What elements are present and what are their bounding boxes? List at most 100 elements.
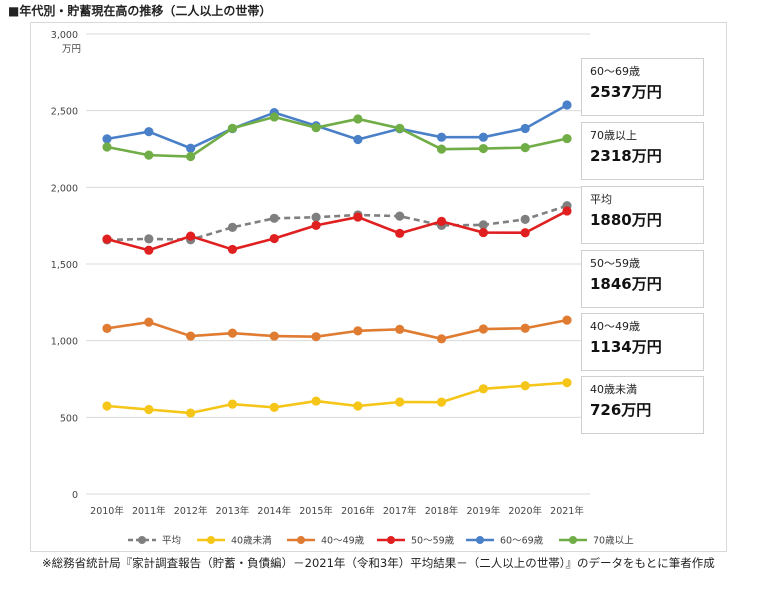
data-point bbox=[395, 211, 405, 221]
data-point bbox=[478, 132, 488, 142]
data-point bbox=[562, 133, 572, 144]
data-point bbox=[102, 234, 112, 244]
callout-50s: 50～59歳 1846万円 bbox=[581, 250, 704, 308]
callout-label: 40～49歳 bbox=[590, 320, 640, 333]
data-point bbox=[436, 132, 447, 142]
data-point bbox=[144, 234, 154, 244]
data-point bbox=[395, 123, 405, 133]
x-tick-label: 2019年 bbox=[467, 505, 501, 517]
data-point bbox=[269, 402, 279, 412]
legend-label: 平均 bbox=[162, 535, 181, 547]
data-point bbox=[353, 134, 363, 145]
y-axis: 0 500 1,000 1,500 2,000 2,500 3,000 万円 bbox=[51, 30, 81, 501]
callout-label: 70歳以上 bbox=[590, 129, 637, 142]
series-line-1 bbox=[106, 381, 568, 415]
legend-label: 40歳未満 bbox=[231, 535, 272, 547]
data-point bbox=[144, 150, 154, 160]
x-tick-label: 2015年 bbox=[299, 505, 333, 517]
data-point bbox=[186, 151, 196, 162]
data-point bbox=[436, 397, 447, 407]
y-tick-label: 2,500 bbox=[51, 107, 78, 118]
legend-swatch-marker bbox=[207, 536, 215, 544]
callout-70plus: 70歳以上 2318万円 bbox=[581, 122, 704, 180]
data-point bbox=[562, 100, 572, 110]
data-point bbox=[562, 378, 572, 388]
x-tick-label: 2020年 bbox=[508, 505, 542, 517]
data-point bbox=[102, 401, 112, 411]
data-point bbox=[311, 220, 321, 230]
x-tick-label: 2011年 bbox=[132, 505, 166, 517]
data-point bbox=[478, 324, 488, 334]
data-point bbox=[353, 401, 363, 411]
data-point bbox=[520, 143, 530, 153]
data-point bbox=[269, 112, 279, 122]
x-tick-label: 2017年 bbox=[383, 505, 417, 517]
y-axis-unit: 万円 bbox=[62, 44, 81, 55]
data-point bbox=[395, 324, 405, 334]
legend-label: 40～49歳 bbox=[321, 535, 365, 547]
data-point bbox=[520, 123, 530, 134]
callout-label: 50～59歳 bbox=[590, 257, 640, 270]
callout-40s: 40～49歳 1134万円 bbox=[581, 313, 704, 371]
y-tick-label: 3,000 bbox=[51, 30, 78, 41]
callout-label: 60～69歳 bbox=[590, 65, 640, 78]
grid bbox=[86, 33, 590, 495]
callout-value: 1846万円 bbox=[590, 275, 662, 293]
series-line-3 bbox=[106, 209, 568, 252]
data-point bbox=[436, 334, 447, 344]
callout-average: 平均 1880万円 bbox=[581, 186, 704, 244]
data-point bbox=[478, 384, 488, 394]
legend-swatch-marker bbox=[138, 536, 146, 544]
data-point bbox=[436, 216, 447, 226]
callout-label: 40歳未満 bbox=[590, 383, 637, 396]
x-tick-label: 2016年 bbox=[341, 505, 375, 517]
data-point bbox=[436, 144, 447, 154]
callout-value: 1880万円 bbox=[590, 211, 662, 229]
data-point bbox=[520, 214, 530, 224]
data-point bbox=[227, 123, 238, 133]
callout-value: 2318万円 bbox=[590, 147, 662, 165]
data-point bbox=[520, 381, 530, 391]
data-point bbox=[102, 134, 112, 144]
x-tick-label: 2010年 bbox=[90, 505, 124, 517]
legend-swatch-marker bbox=[297, 536, 305, 544]
series-line-0 bbox=[106, 204, 568, 242]
x-tick-label: 2013年 bbox=[216, 505, 250, 517]
y-tick-label: 1,000 bbox=[51, 337, 78, 348]
data-point bbox=[144, 317, 154, 327]
callout-value: 726万円 bbox=[590, 401, 652, 419]
data-point bbox=[478, 227, 488, 238]
data-point bbox=[227, 399, 238, 409]
data-point bbox=[311, 212, 321, 222]
data-point bbox=[478, 220, 488, 230]
data-point bbox=[353, 212, 363, 222]
data-point bbox=[227, 328, 238, 338]
data-point bbox=[186, 143, 196, 153]
legend-swatch-marker bbox=[476, 536, 484, 544]
x-tick-label: 2018年 bbox=[425, 505, 459, 517]
x-tick-label: 2021年 bbox=[550, 505, 584, 517]
x-tick-label: 2012年 bbox=[174, 505, 208, 517]
series-group bbox=[102, 100, 572, 418]
data-point bbox=[562, 315, 572, 325]
data-point bbox=[269, 331, 279, 341]
data-point bbox=[311, 396, 321, 406]
callout-value: 1134万円 bbox=[590, 338, 662, 356]
series-line-5 bbox=[106, 115, 568, 158]
data-point bbox=[520, 228, 530, 238]
data-point bbox=[227, 244, 238, 255]
callout-60s: 60～69歳 2537万円 bbox=[581, 58, 704, 116]
series-line-4 bbox=[106, 103, 568, 150]
data-point bbox=[269, 233, 279, 244]
callout-under40: 40歳未満 726万円 bbox=[581, 376, 704, 434]
data-point bbox=[102, 142, 112, 152]
data-point bbox=[102, 323, 112, 333]
legend-label: 60～69歳 bbox=[500, 535, 544, 547]
legend-label: 70歳以上 bbox=[593, 535, 634, 547]
y-tick-label: 2,000 bbox=[51, 183, 78, 194]
legend-label: 50～59歳 bbox=[411, 535, 455, 547]
y-tick-label: 1,500 bbox=[51, 260, 78, 271]
y-tick-label: 500 bbox=[60, 413, 78, 424]
data-point bbox=[311, 123, 321, 133]
legend: 平均 40歳未満 40～49歳 50～59歳 60～69歳 70歳以上 bbox=[128, 535, 634, 547]
